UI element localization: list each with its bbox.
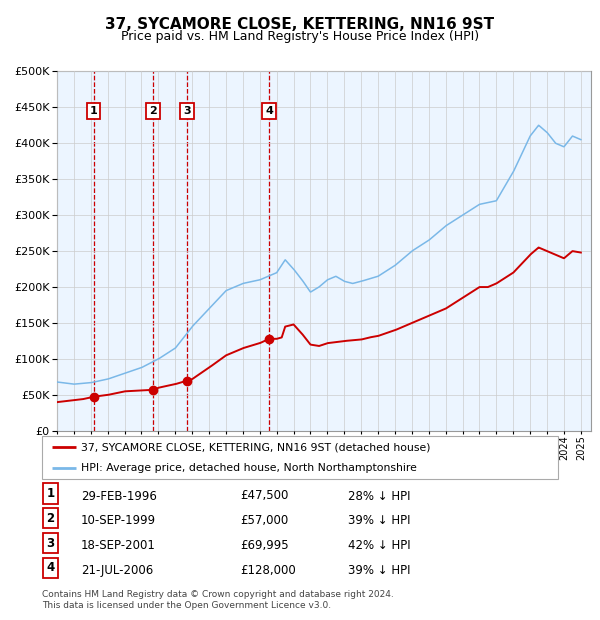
Bar <box>57 71 94 431</box>
Text: £57,000: £57,000 <box>240 515 288 527</box>
Bar <box>153 71 187 431</box>
Text: Contains HM Land Registry data © Crown copyright and database right 2024.: Contains HM Land Registry data © Crown c… <box>42 590 394 600</box>
Bar <box>269 71 591 431</box>
Bar <box>94 71 153 431</box>
Text: This data is licensed under the Open Government Licence v3.0.: This data is licensed under the Open Gov… <box>42 601 331 611</box>
Text: 28% ↓ HPI: 28% ↓ HPI <box>348 490 410 502</box>
Text: 29-FEB-1996: 29-FEB-1996 <box>81 490 157 502</box>
Text: 37, SYCAMORE CLOSE, KETTERING, NN16 9ST: 37, SYCAMORE CLOSE, KETTERING, NN16 9ST <box>106 17 494 32</box>
Text: 4: 4 <box>46 562 55 574</box>
Text: 3: 3 <box>184 106 191 116</box>
Text: £128,000: £128,000 <box>240 564 296 577</box>
Text: 10-SEP-1999: 10-SEP-1999 <box>81 515 156 527</box>
Text: 42% ↓ HPI: 42% ↓ HPI <box>348 539 410 552</box>
Text: HPI: Average price, detached house, North Northamptonshire: HPI: Average price, detached house, Nort… <box>80 463 416 472</box>
Text: 2: 2 <box>46 512 55 525</box>
Text: 2: 2 <box>149 106 157 116</box>
Text: Price paid vs. HM Land Registry's House Price Index (HPI): Price paid vs. HM Land Registry's House … <box>121 30 479 43</box>
Text: 37, SYCAMORE CLOSE, KETTERING, NN16 9ST (detached house): 37, SYCAMORE CLOSE, KETTERING, NN16 9ST … <box>80 443 430 453</box>
Text: 18-SEP-2001: 18-SEP-2001 <box>81 539 156 552</box>
FancyBboxPatch shape <box>42 436 558 479</box>
Text: £69,995: £69,995 <box>240 539 289 552</box>
Text: 21-JUL-2006: 21-JUL-2006 <box>81 564 153 577</box>
Text: 3: 3 <box>46 537 55 549</box>
Text: 39% ↓ HPI: 39% ↓ HPI <box>348 515 410 527</box>
Bar <box>187 71 269 431</box>
Text: 4: 4 <box>265 106 273 116</box>
Text: 1: 1 <box>46 487 55 500</box>
Text: £47,500: £47,500 <box>240 490 289 502</box>
Bar <box>94 71 153 431</box>
Text: 1: 1 <box>89 106 97 116</box>
Bar <box>187 71 269 431</box>
Text: 39% ↓ HPI: 39% ↓ HPI <box>348 564 410 577</box>
